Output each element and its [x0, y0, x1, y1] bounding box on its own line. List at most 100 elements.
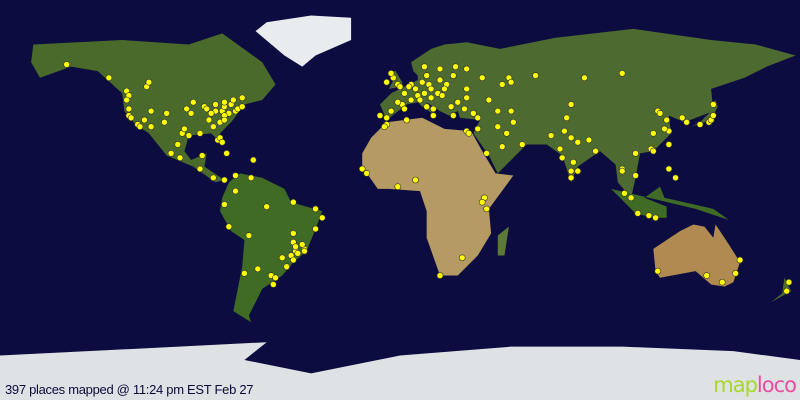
visitor-marker [665, 141, 673, 148]
greenland [255, 15, 352, 67]
visitor-marker [241, 270, 248, 277]
visitor-marker [294, 250, 302, 257]
visitor-marker [210, 123, 217, 130]
visitor-marker [263, 203, 270, 210]
visitor-marker [301, 247, 308, 255]
visitor-marker [454, 98, 462, 106]
visitor-marker [567, 167, 575, 175]
visitor-marker [436, 272, 444, 279]
visitor-marker [376, 112, 384, 119]
visitor-marker [518, 141, 526, 148]
visitor-marker [387, 107, 395, 115]
visitor-marker [661, 125, 668, 133]
visitor-marker [654, 267, 662, 275]
south-america [220, 173, 323, 323]
visitor-marker [421, 90, 428, 97]
visitor-marker [312, 225, 319, 233]
continents [0, 15, 800, 400]
visitor-marker [145, 78, 153, 86]
visitor-marker [567, 134, 575, 142]
visitor-marker [478, 198, 486, 206]
visitor-marker [205, 116, 213, 124]
visitor-marker [561, 127, 568, 135]
visitor-marker [418, 78, 426, 86]
visitor-marker [581, 74, 588, 82]
antarctica [0, 342, 800, 400]
visitor-marker [703, 272, 710, 279]
visitor-marker [394, 98, 402, 106]
visitor-marker [181, 125, 188, 133]
visitor-marker [621, 190, 628, 197]
visitor-marker [632, 172, 639, 179]
visitor-marker [618, 70, 626, 77]
visitor-marker [452, 63, 459, 70]
visitor-marker [136, 123, 144, 130]
visitor-marker [650, 147, 657, 155]
visitor-marker [401, 105, 408, 113]
visitor-marker [494, 107, 502, 115]
visitor-marker [634, 210, 642, 217]
visitor-marker [494, 123, 502, 130]
visitor-marker [567, 174, 575, 182]
visitor-marker [450, 72, 457, 79]
visitor-marker [270, 281, 277, 288]
visitor-marker [127, 114, 135, 122]
visitor-marker [396, 83, 404, 90]
visitor-marker [230, 96, 237, 104]
visitor-marker [278, 254, 286, 262]
places-mapped-caption: 397 places mapped @ 11:24 pm EST Feb 27 [5, 382, 254, 397]
visitor-marker [556, 145, 564, 153]
visitor-marker [167, 150, 175, 157]
visitor-marker [656, 110, 664, 117]
visitor-marker [383, 78, 390, 86]
visitor-marker [394, 183, 402, 190]
visitor-marker [387, 70, 395, 77]
logo-map: map [713, 373, 758, 397]
visitor-marker [407, 96, 415, 104]
visitor-marker [465, 130, 473, 137]
visitor-marker [185, 132, 193, 139]
visitor-marker [783, 287, 790, 295]
visitor-marker [645, 212, 653, 219]
visitor-marker [483, 205, 490, 213]
visitor-marker [190, 98, 197, 106]
visitor-markers [63, 61, 793, 295]
visitor-marker [485, 96, 493, 104]
visitor-marker [450, 112, 457, 119]
visitor-marker [558, 154, 566, 162]
visitor-marker [105, 74, 113, 82]
visitor-marker [401, 90, 408, 97]
visitor-marker [447, 103, 455, 110]
visitor-marker [547, 132, 555, 139]
visitor-marker [696, 121, 704, 128]
visitor-marker [532, 72, 539, 79]
visitor-marker [683, 118, 690, 126]
maploco-logo[interactable]: maploco [713, 373, 797, 397]
visitor-marker [421, 63, 428, 70]
visitor-marker [147, 123, 155, 130]
visitor-marker [218, 138, 226, 146]
visitor-marker [574, 138, 582, 146]
visitor-marker [363, 170, 370, 177]
visitor-marker [405, 83, 413, 90]
visitor-marker [412, 85, 419, 93]
visitor-marker [212, 101, 219, 108]
visitor-marker [283, 263, 290, 270]
visitor-marker [474, 125, 482, 133]
visitor-marker [123, 96, 130, 104]
visitor-marker [436, 65, 444, 73]
visitor-marker [463, 94, 470, 102]
visitor-marker [210, 174, 217, 182]
visitor-marker [510, 118, 517, 126]
visitor-marker [732, 270, 739, 277]
visitor-marker [627, 194, 635, 202]
north-america [31, 33, 276, 183]
visitor-marker [147, 107, 155, 115]
visitor-marker [785, 278, 793, 286]
visitor-marker [570, 158, 577, 166]
visitor-marker [358, 165, 366, 173]
visitor-marker [736, 256, 744, 264]
visitor-marker [585, 136, 593, 144]
